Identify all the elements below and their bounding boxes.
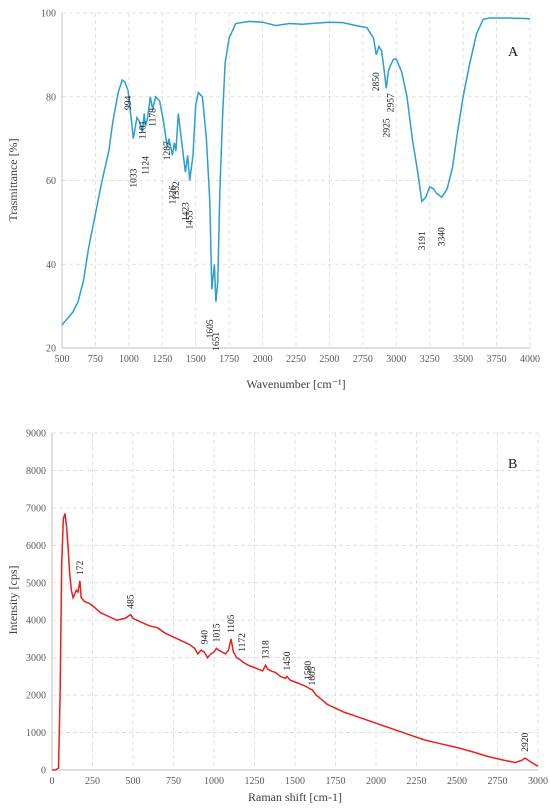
x-tick-label: 1500 [186, 354, 206, 365]
peak-label: 2920 [521, 733, 531, 752]
y-tick-label: 0 [41, 766, 46, 777]
x-tick-label: 4000 [520, 354, 540, 365]
ftir-x-axis-title: Wavenumber [cm⁻¹] [246, 377, 345, 391]
x-tick-label: 3000 [528, 776, 548, 787]
ftir-gridlines [62, 12, 531, 348]
y-tick-label: 40 [46, 260, 56, 271]
peak-label: 172 [76, 561, 86, 576]
x-tick-label: 1250 [152, 354, 172, 365]
y-tick-label: 60 [46, 176, 56, 187]
peak-label: 3191 [418, 231, 428, 250]
raman-gridlines [52, 432, 539, 770]
x-tick-label: 1500 [285, 776, 305, 787]
ftir-y-tick-labels: 20 40 60 80 100 [41, 9, 56, 355]
peak-label: 1105 [227, 614, 237, 633]
y-tick-label: 1000 [26, 728, 46, 739]
x-tick-label: 1750 [219, 354, 239, 365]
peak-label: 485 [127, 594, 137, 609]
x-tick-label: 2750 [488, 776, 508, 787]
y-tick-label: 6000 [26, 541, 46, 552]
x-tick-label: 500 [55, 354, 70, 365]
peak-label: 1172 [238, 633, 248, 652]
x-tick-label: 2250 [286, 354, 306, 365]
raman-x-tick-labels: 0 250 500 750 1000 1250 1500 1750 2000 2250 2500 27… [50, 776, 549, 787]
peak-label: 1101 [138, 120, 148, 139]
x-tick-label: 1000 [204, 776, 224, 787]
peak-label: 994 [124, 96, 134, 111]
ftir-x-tick-labels: 500 750 1000 1250 1500 1750 2000 2250 2500 2750 30… [55, 354, 541, 365]
x-tick-label: 3000 [386, 354, 406, 365]
peak-label: 2850 [372, 72, 382, 91]
x-tick-label: 2250 [407, 776, 427, 787]
raman-spectrum-line [52, 513, 539, 771]
x-tick-label: 750 [166, 776, 181, 787]
peak-label: 1033 [129, 168, 139, 187]
x-tick-label: 3750 [487, 354, 507, 365]
y-tick-label: 100 [41, 9, 56, 20]
x-tick-label: 750 [88, 354, 103, 365]
y-tick-label: 7000 [26, 503, 46, 514]
raman-panel-label: B [508, 457, 517, 472]
y-tick-label: 80 [46, 92, 56, 103]
y-tick-label: 3000 [26, 653, 46, 664]
peak-label: 1178 [149, 108, 159, 127]
peak-label: 1651 [212, 332, 222, 351]
peak-label: 2925 [382, 118, 392, 137]
peak-label: 3340 [438, 227, 448, 246]
y-tick-label: 20 [46, 344, 56, 355]
x-tick-label: 0 [50, 776, 55, 787]
x-tick-label: 3250 [420, 354, 440, 365]
raman-y-tick-labels: 0 1000 2000 3000 4000 5000 6000 7000 8000 9000 [26, 429, 46, 777]
peak-label: 2957 [387, 93, 397, 112]
y-tick-label: 4000 [26, 616, 46, 627]
raman-x-axis-title: Raman shift [cm-1] [248, 790, 342, 804]
peak-label: 940 [200, 630, 210, 645]
peak-label: 1124 [141, 156, 151, 175]
ftir-spectrum-line [61, 17, 531, 326]
peak-label: 1605 [308, 666, 318, 685]
x-tick-label: 2000 [253, 354, 273, 365]
x-tick-label: 500 [126, 776, 141, 787]
x-tick-label: 2750 [353, 354, 373, 365]
peak-label: 1318 [262, 640, 272, 659]
ftir-panel-label: A [508, 45, 519, 60]
x-tick-label: 250 [85, 776, 100, 787]
x-tick-label: 2500 [447, 776, 467, 787]
peak-label: 1326 [168, 185, 178, 204]
peak-label: 1015 [212, 623, 222, 642]
raman-axes [51, 433, 538, 771]
x-tick-label: 1000 [119, 354, 139, 365]
peak-label: 1423 [181, 202, 191, 221]
y-tick-label: 9000 [26, 429, 46, 440]
x-tick-label: 1750 [326, 776, 346, 787]
peak-label: 1287 [163, 141, 173, 160]
y-tick-label: 2000 [26, 691, 46, 702]
raman-chart: 0 250 500 750 1000 1250 1500 1750 2000 2250 2500 27… [6, 429, 548, 805]
x-tick-label: 3500 [453, 354, 473, 365]
peak-label: 1580 [304, 661, 314, 680]
peak-label: 1450 [283, 651, 293, 670]
y-tick-label: 8000 [26, 466, 46, 477]
ftir-axes [61, 13, 530, 349]
y-tick-label: 5000 [26, 578, 46, 589]
peak-label: 1605 [206, 319, 216, 338]
peak-label: 1352 [172, 181, 182, 200]
x-tick-label: 2500 [319, 354, 339, 365]
ftir-chart: 500 750 1000 1250 1500 1750 2000 2250 2500 2750 30… [6, 9, 540, 392]
x-tick-label: 2000 [366, 776, 386, 787]
peak-label: 1455 [186, 210, 196, 229]
ftir-y-axis-title: Trasmittance [%] [6, 138, 20, 221]
raman-y-axis-title: Intensity [cps] [6, 566, 20, 635]
x-tick-label: 1250 [245, 776, 265, 787]
